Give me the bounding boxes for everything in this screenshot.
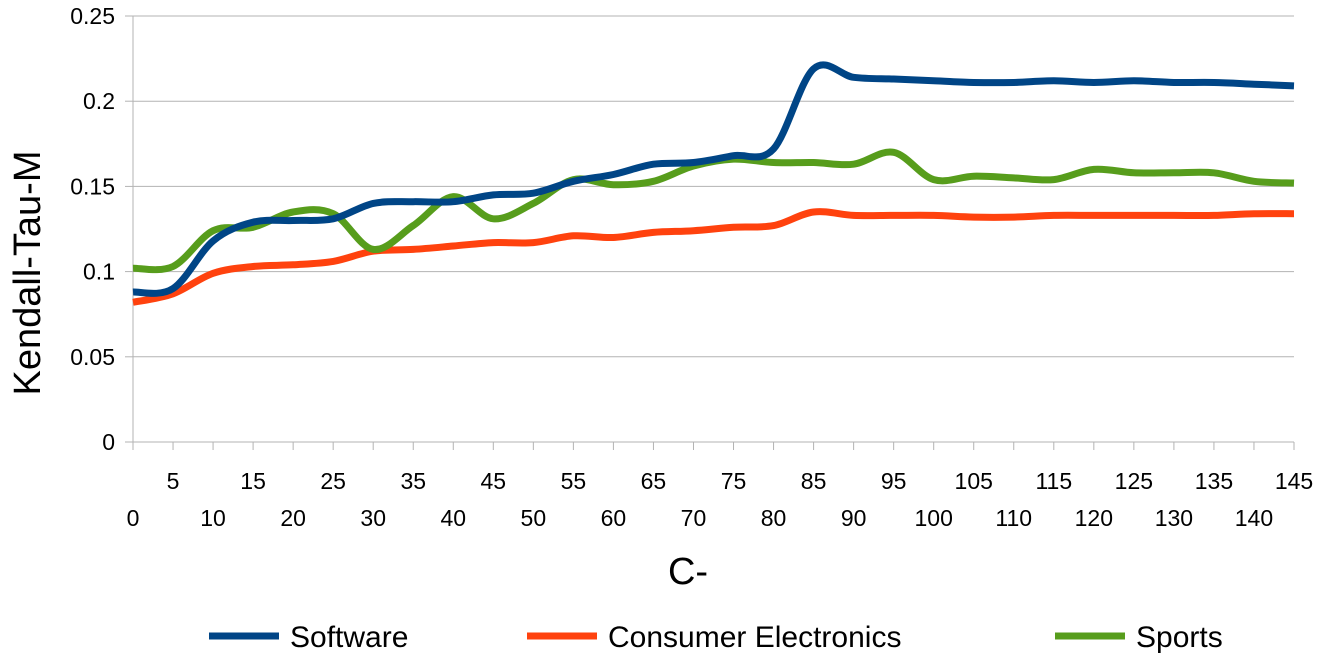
x-tick-label: 45 (481, 468, 507, 494)
x-tick-label: 30 (360, 505, 386, 531)
legend: Software Consumer Electronics Sports (209, 621, 1223, 654)
x-axis-title: C- (668, 551, 708, 593)
x-tick-label: 115 (1035, 468, 1072, 494)
x-tick-label: 50 (521, 505, 547, 531)
x-tick-label: 40 (440, 505, 466, 531)
x-tick-label: 100 (915, 505, 953, 531)
axes (125, 15, 1295, 450)
x-tick-label: 15 (240, 468, 266, 494)
y-tick-label: 0.1 (83, 259, 115, 285)
x-tick-labels: 5 15 25 35 45 55 65 75 85 95 105 115 125 135 145 0 10 20 3… (127, 468, 1314, 531)
x-tick-label: 10 (200, 505, 226, 531)
x-tick-label: 145 (1275, 468, 1313, 494)
x-tick-label: 80 (761, 505, 787, 531)
legend-item-software: Software (209, 621, 408, 654)
x-tick-label: 105 (955, 468, 993, 494)
x-tick-label: 20 (280, 505, 306, 531)
series-line-software (132, 61, 1295, 297)
x-tick-label: 85 (801, 468, 827, 494)
x-tick-label: 65 (641, 468, 667, 494)
y-tick-labels: 0 0.05 0.1 0.15 0.2 0.25 (70, 3, 115, 455)
x-tick-label: 140 (1235, 505, 1273, 531)
series-line-sports (132, 148, 1295, 274)
series-line-consumer-electronics (132, 208, 1295, 306)
y-tick-label: 0 (102, 429, 115, 455)
y-tick-label: 0.15 (70, 173, 115, 199)
legend-item-consumer-electronics: Consumer Electronics (527, 621, 901, 654)
y-axis-title: Kendall-Tau-M (7, 151, 49, 396)
x-tick-label: 60 (601, 505, 627, 531)
x-tick-label: 70 (681, 505, 707, 531)
x-tick-label: 55 (561, 468, 587, 494)
x-tick-label: 95 (881, 468, 907, 494)
y-tick-label: 0.25 (70, 3, 115, 29)
x-tick-label: 120 (1075, 505, 1113, 531)
x-tick-label: 0 (127, 505, 140, 531)
x-tick-label: 75 (721, 468, 747, 494)
x-tick-label: 110 (995, 505, 1032, 531)
y-tick-label: 0.05 (70, 344, 115, 370)
legend-label: Software (290, 621, 408, 654)
grid-lines (133, 15, 1294, 358)
x-tick-label: 130 (1155, 505, 1193, 531)
x-tick-label: 135 (1195, 468, 1233, 494)
x-tick-label: 35 (400, 468, 426, 494)
x-tick-label: 5 (167, 468, 180, 494)
x-tick-label: 90 (841, 505, 867, 531)
legend-item-sports: Sports (1055, 621, 1223, 654)
x-tick-label: 125 (1115, 468, 1153, 494)
legend-label: Consumer Electronics (608, 621, 901, 654)
x-tick-label: 25 (320, 468, 346, 494)
y-tick-label: 0.2 (83, 88, 115, 114)
data-series (132, 61, 1295, 306)
legend-label: Sports (1136, 621, 1223, 654)
